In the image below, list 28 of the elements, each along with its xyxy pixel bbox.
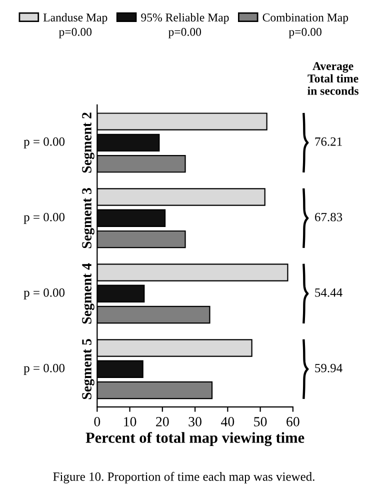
text: 59.94	[315, 364, 342, 372]
x-tick-label: 60	[286, 417, 300, 426]
text: p = 0.00	[24, 212, 65, 224]
legend-label: 95% Reliable Map	[141, 13, 229, 24]
caption: Figure 10. Proportion of time each map was viewed.	[53, 472, 314, 484]
text: Average Total time in seconds	[308, 62, 358, 95]
x-tick-label: 0	[94, 417, 100, 426]
text: p = 0.00	[24, 288, 65, 300]
y-tick-label: Segment 5	[82, 338, 94, 400]
text: 54.44	[315, 288, 342, 297]
x-axis-title: Percent of total map viewing time	[86, 432, 304, 446]
legend-label: Landuse Map	[43, 13, 108, 24]
text: p = 0.00	[24, 364, 65, 375]
text: p = 0.00	[24, 137, 65, 148]
y-tick-label: Segment 2	[82, 112, 94, 173]
x-tick-label: 20	[156, 417, 169, 426]
x-tick-label: 40	[220, 417, 234, 426]
x-tick-label: 30	[188, 417, 202, 426]
y-tick-label: Segment 3	[82, 188, 94, 248]
text: p=0.00	[58, 28, 92, 38]
x-tick-label: 50	[254, 417, 267, 426]
text: p=0.00	[168, 28, 202, 38]
text: p=0.00	[288, 28, 322, 38]
text: 76.21	[315, 137, 342, 146]
legend-label: Combination Map	[262, 13, 348, 24]
y-tick-label: Segment 4	[82, 263, 94, 324]
x-tick-label: 10	[124, 417, 136, 426]
text: 67.83	[315, 212, 342, 222]
